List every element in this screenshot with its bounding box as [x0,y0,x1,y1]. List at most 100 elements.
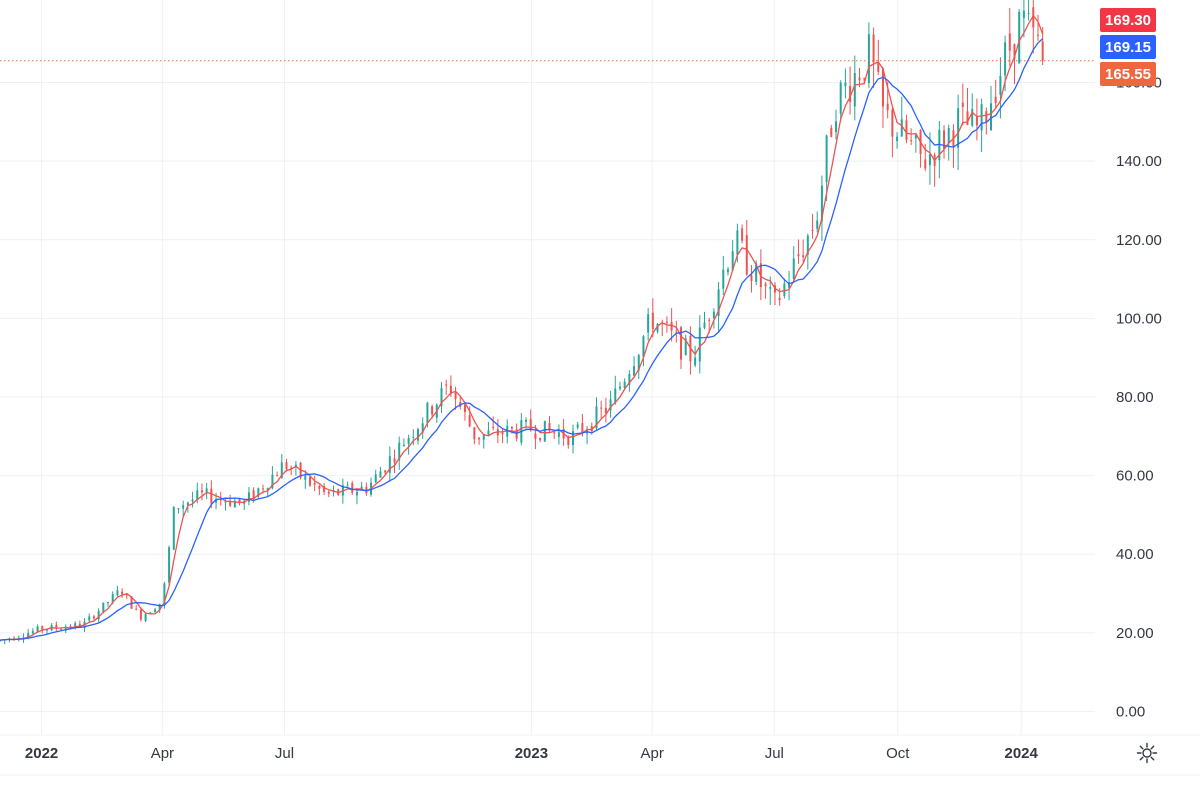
last-price-badge-bg [1100,8,1156,32]
candle-body [990,103,993,131]
candle-body [1008,33,1011,51]
candle-body [510,427,513,429]
candle-body [957,108,960,148]
candle-body [811,230,814,232]
candle-body [426,402,429,424]
candle-body [125,594,128,596]
candle-body [741,228,744,241]
candle-body [825,135,828,183]
candle-body [318,486,321,489]
candle-body [966,111,969,125]
candle-body [64,627,67,631]
candle-body [900,119,903,137]
candle-body [45,629,48,631]
candle-body [877,62,880,73]
x-tick-label: Apr [640,745,663,762]
candle-body [675,331,678,333]
x-tick-label: 2022 [25,745,58,762]
candle-body [543,420,546,442]
candle-body [886,103,889,111]
current-price-badge-text: 165.55 [1105,66,1151,83]
candle-body [233,500,236,508]
candle-body [116,590,119,596]
candle-body [257,488,260,497]
candle-body [525,420,528,423]
candle-body [778,297,781,301]
candle-body [999,75,1002,95]
candle-body [36,626,39,632]
candle-body [684,338,687,355]
candle-body [388,456,391,473]
candle-body [680,327,683,360]
candle-body [41,626,44,631]
candle-body [534,433,537,440]
candle-body [567,436,570,446]
candle-body [111,594,114,603]
candle-body [285,462,288,470]
candle-body [943,130,946,149]
candle-body [351,483,354,493]
candle-body [482,434,485,440]
candle-body [163,583,166,605]
candle-body [487,430,490,435]
candles [0,0,1044,645]
candle-body [31,630,34,634]
candle-body [374,474,377,483]
gear-icon[interactable] [1136,742,1158,764]
candle-body [379,471,382,478]
candle-body [271,474,274,489]
candle-body [463,404,466,413]
candle-body [820,185,823,221]
candle-body [421,423,424,433]
candle-body [88,616,91,621]
x-tick-label: Apr [151,745,174,762]
candle-body [1022,10,1025,19]
x-tick-label: Oct [886,745,910,762]
candle-body [994,96,997,104]
candle-body [177,508,180,510]
candle-body [266,488,269,490]
y-tick-label: 120.00 [1116,232,1162,249]
candle-body [924,159,927,169]
candle-body [69,625,72,628]
candle-body [191,499,194,502]
candle-body [402,445,405,447]
candle-body [806,235,809,255]
candle-body [1027,12,1030,14]
candle-body [581,423,584,433]
candle-body [881,68,884,107]
price-badges: 169.30 169.15 165.55 [1100,8,1156,86]
candle-body [853,72,856,107]
candle-body [609,399,612,411]
candle-body [262,488,265,490]
candle-body [928,153,931,165]
candle-body [280,462,283,479]
candle-body [168,547,171,583]
candle-body [1036,34,1039,36]
candle-body [633,366,636,376]
candle-body [529,419,532,431]
candle-body [412,436,415,438]
candle-body [867,34,870,84]
candle-body [905,120,908,140]
candle-body [417,429,420,441]
candle-body [78,623,81,628]
y-tick-label: 0.00 [1116,703,1145,720]
candle-body [600,407,603,409]
candle-body [844,82,847,87]
current-price-badge-bg [1100,62,1156,86]
candle-body [407,438,410,445]
candle-body [797,254,800,257]
candle-body [736,230,739,255]
candle-body [975,116,978,126]
candle-body [210,488,213,504]
candle-body [182,505,185,509]
candle-body [891,109,894,137]
candle-body [863,78,866,80]
candle-body [656,324,659,332]
candle-body [971,108,974,126]
ma-slow-line [0,38,1044,641]
candle-body [224,501,227,503]
